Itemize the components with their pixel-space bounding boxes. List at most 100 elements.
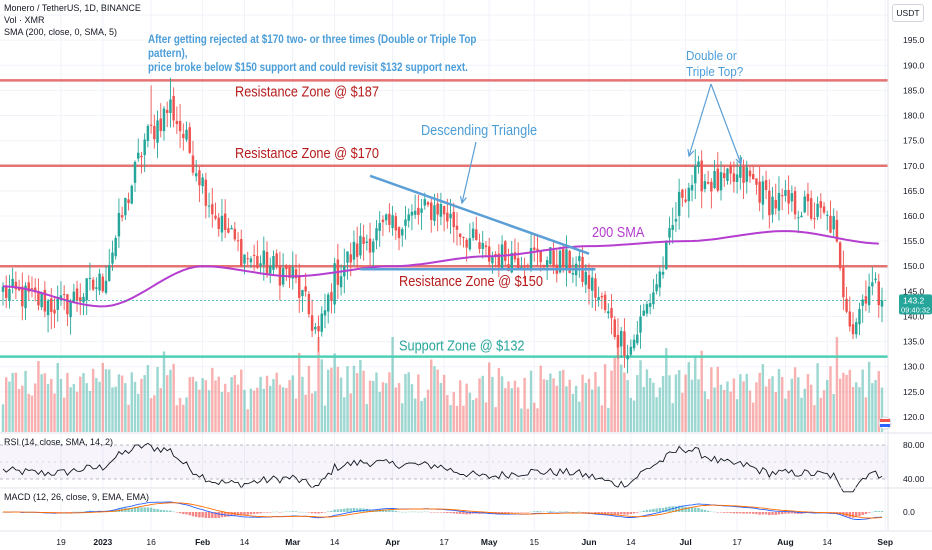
macd-histogram-bar — [236, 512, 240, 516]
volume-bar — [719, 384, 723, 432]
volume-bar — [574, 385, 578, 432]
label-resistance-187: Resistance Zone @ $187 — [235, 82, 379, 99]
candle-body — [404, 219, 407, 226]
label-200-sma: 200 SMA — [592, 223, 645, 240]
candle-body — [536, 248, 539, 251]
volume-bar — [172, 363, 175, 432]
macd-histogram-bar — [307, 512, 311, 513]
macd-histogram-bar — [587, 512, 591, 513]
candle-body — [288, 266, 291, 278]
candle-body — [66, 294, 69, 315]
volume-bar — [655, 397, 658, 432]
label-resistance-150: Resistance Zone @ $150 — [399, 272, 543, 289]
macd-histogram-bar — [665, 507, 668, 512]
volume-bar — [491, 376, 494, 432]
candle-body — [40, 292, 43, 308]
volume-bar — [37, 361, 40, 432]
candle-body — [516, 258, 520, 269]
macd-histogram-bar — [275, 511, 278, 513]
volume-bar — [336, 366, 340, 432]
macd-histogram-bar — [516, 512, 520, 513]
macd-signal-line — [3, 502, 883, 519]
macd-histogram-bar — [603, 512, 607, 514]
price-tick-label: 175.0 — [903, 136, 925, 146]
macd-histogram-bar — [877, 511, 881, 512]
volume-bar — [352, 365, 356, 432]
candle-body — [578, 256, 581, 262]
volume-bar — [462, 405, 465, 432]
price-tick-label: 195.0 — [903, 35, 925, 45]
macd-histogram-bar — [777, 512, 781, 515]
macd-histogram-bar — [768, 512, 771, 516]
candle-body — [320, 313, 323, 332]
candle-body — [613, 319, 616, 337]
candle-body — [149, 124, 153, 126]
price-axis-background — [888, 0, 932, 550]
volume-bar — [619, 364, 623, 432]
macd-histogram-bar — [600, 512, 604, 514]
candle-body — [626, 355, 629, 360]
volume-bar — [194, 381, 198, 432]
volume-bar — [504, 388, 507, 432]
volume-bar — [771, 376, 774, 432]
candle-body — [397, 227, 401, 239]
macd-histogram-bar — [262, 512, 266, 513]
candle-body — [790, 193, 794, 202]
macd-histogram-bar — [446, 512, 449, 514]
volume-bar — [458, 380, 462, 432]
volume-bar — [729, 391, 732, 432]
volume-bar — [623, 372, 626, 432]
last-price-label: 143.2 — [903, 295, 925, 305]
volume-bar — [520, 408, 523, 432]
volume-bar — [642, 386, 645, 432]
candle-body — [375, 228, 378, 241]
volume-bar — [471, 400, 475, 432]
macd-histogram-bar — [439, 512, 443, 513]
volume-bar — [372, 380, 375, 432]
candle-body — [629, 346, 633, 355]
candle-body — [797, 217, 800, 219]
macd-histogram-bar — [265, 512, 269, 513]
volume-bar — [793, 367, 797, 432]
macd-histogram-bar — [127, 507, 130, 512]
candle-body — [185, 129, 188, 140]
time-tick-label: 15 — [530, 537, 540, 547]
candle-body — [243, 254, 246, 264]
candle-body — [117, 212, 121, 237]
macd-histogram-bar — [549, 511, 552, 512]
candle-body — [452, 212, 455, 228]
volume-bar — [565, 386, 568, 432]
price-tick-label: 125.0 — [903, 387, 925, 397]
volume-bar — [259, 376, 262, 432]
volume-bar — [91, 368, 95, 432]
candle-body — [855, 322, 858, 335]
macd-histogram-bar — [75, 511, 79, 513]
time-tick-label: 19 — [56, 537, 66, 547]
candle-body — [458, 233, 462, 238]
currency-selector[interactable]: USDT — [892, 4, 924, 22]
candle-body — [481, 243, 484, 249]
macd-histogram-bar — [133, 507, 137, 512]
macd-histogram-bar — [510, 512, 513, 513]
macd-histogram-bar — [552, 511, 555, 512]
volume-bar — [590, 389, 594, 432]
volume-bar — [117, 374, 121, 432]
macd-histogram-bar — [391, 510, 394, 512]
volume-bar — [82, 373, 85, 432]
candle-body — [487, 246, 491, 262]
volume-bar — [787, 390, 790, 432]
volume-bar — [529, 370, 533, 432]
macd-histogram-bar — [787, 512, 790, 514]
candle-body — [658, 271, 662, 288]
volume-bar — [809, 384, 813, 432]
volume-bar — [726, 381, 729, 432]
macd-histogram-bar — [545, 511, 549, 513]
candle-body — [95, 287, 98, 289]
volume-bar — [478, 378, 481, 432]
double-top-line-1: Double or — [686, 48, 737, 63]
double-top-arrow-left-head — [687, 148, 695, 158]
macd-histogram-bar — [613, 512, 616, 515]
volume-bar — [436, 369, 439, 432]
macd-histogram-bar — [433, 512, 436, 513]
